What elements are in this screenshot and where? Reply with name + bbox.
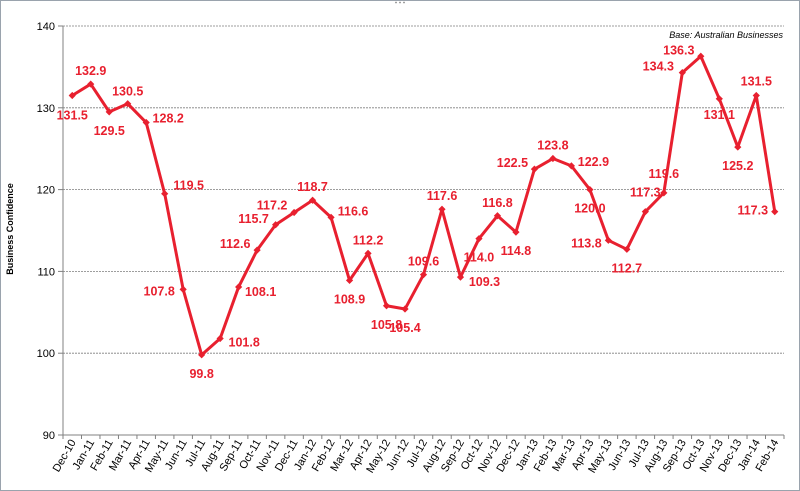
- data-point: [456, 273, 465, 281]
- data-label: 136.3: [663, 43, 694, 57]
- data-label: 117.2: [257, 199, 288, 213]
- data-label: 120.0: [574, 202, 605, 216]
- data-label: 122.9: [578, 155, 609, 169]
- data-point: [604, 236, 612, 244]
- data-label: 132.9: [75, 64, 106, 78]
- data-point: [438, 205, 446, 213]
- data-label: 107.8: [144, 284, 175, 298]
- data-label: 131.1: [704, 108, 735, 122]
- data-point: [124, 100, 132, 108]
- data-label: 99.8: [189, 367, 213, 381]
- data-point: [142, 118, 150, 127]
- y-tick-label: 110: [37, 266, 55, 278]
- data-label: 112.7: [612, 261, 643, 275]
- data-label: 117.3: [630, 186, 661, 200]
- data-point: [623, 245, 631, 253]
- data-point: [641, 208, 649, 216]
- data-point: [771, 208, 779, 216]
- data-point: [68, 91, 76, 100]
- series-group: [68, 52, 779, 359]
- y-tick-labels: 90 100 110 120 130 140: [37, 21, 63, 442]
- data-label: 128.2: [153, 112, 184, 126]
- resize-grip-icon[interactable]: [394, 1, 406, 4]
- data-label: 116.6: [338, 204, 369, 218]
- data-point: [752, 91, 760, 100]
- data-label: 134.3: [643, 60, 674, 74]
- data-label: 112.2: [353, 233, 384, 247]
- x-tick-labels: Dec-10Jan-11Feb-11Mar-11Apr-11May-11Jun-…: [51, 435, 785, 475]
- data-label: 109.6: [408, 255, 439, 269]
- base-annotation: Base: Australian Businesses: [669, 30, 783, 40]
- data-point: [345, 276, 354, 284]
- data-label: 118.7: [297, 180, 328, 194]
- data-point: [253, 246, 261, 254]
- data-label: 125.2: [722, 159, 753, 173]
- data-label: 129.5: [94, 124, 125, 138]
- gridlines: [63, 25, 784, 354]
- data-point: [530, 165, 539, 173]
- data-point: [697, 52, 705, 60]
- data-point: [87, 80, 95, 88]
- data-label: 105.8: [371, 318, 402, 332]
- data-point: [678, 69, 686, 77]
- data-label: 116.8: [482, 196, 513, 210]
- data-point: [734, 143, 742, 151]
- data-label: 119.6: [649, 167, 680, 181]
- data-label: 117.3: [737, 204, 768, 218]
- data-label: 109.3: [469, 275, 500, 289]
- y-tick-label: 120: [37, 185, 55, 197]
- data-point: [401, 305, 409, 313]
- data-point: [216, 334, 224, 343]
- data-point: [715, 95, 723, 103]
- data-point: [179, 285, 187, 293]
- data-label: 119.5: [173, 179, 204, 193]
- data-point: [272, 221, 280, 229]
- data-label: 112.6: [220, 237, 251, 251]
- data-label: 131.5: [741, 75, 772, 89]
- data-label: 115.7: [238, 212, 269, 226]
- data-label: 130.5: [112, 85, 143, 99]
- series-line: [71, 54, 777, 357]
- data-point: [660, 189, 668, 197]
- y-tick-label: 90: [43, 430, 55, 442]
- y-tick-label: 100: [37, 348, 55, 360]
- data-labels: 131.5 132.9 129.5 130.5 128.2 119.5 107.8 99.8 1…: [57, 43, 772, 381]
- y-tick-label: 130: [37, 103, 55, 115]
- data-point: [475, 235, 483, 243]
- data-label: 114.0: [464, 251, 495, 265]
- y-axis-label: Business Confidence: [5, 183, 15, 275]
- y-tick-label: 140: [37, 21, 55, 33]
- data-point: [105, 108, 113, 116]
- data-point: [364, 249, 372, 258]
- data-point: [567, 162, 575, 170]
- data-point: [290, 208, 298, 217]
- data-label: 114.8: [501, 244, 532, 258]
- data-label: 105.4: [389, 321, 420, 335]
- data-label: 108.9: [334, 292, 365, 306]
- data-point: [586, 186, 594, 194]
- data-point: [419, 271, 428, 279]
- data-point: [161, 190, 169, 198]
- data-point: [382, 302, 391, 310]
- data-point: [512, 228, 520, 236]
- data-label: 117.6: [427, 189, 458, 203]
- data-label: 131.5: [57, 109, 88, 123]
- data-point: [549, 154, 557, 163]
- data-point: [308, 196, 317, 204]
- data-label: 113.8: [571, 236, 602, 250]
- data-label: 123.8: [537, 139, 568, 153]
- data-label: 108.1: [245, 285, 276, 299]
- data-label: 122.5: [497, 156, 528, 170]
- data-label: 101.8: [229, 335, 260, 349]
- data-point: [327, 213, 335, 222]
- data-point: [198, 351, 206, 359]
- data-point: [493, 212, 502, 220]
- data-point: [235, 283, 243, 291]
